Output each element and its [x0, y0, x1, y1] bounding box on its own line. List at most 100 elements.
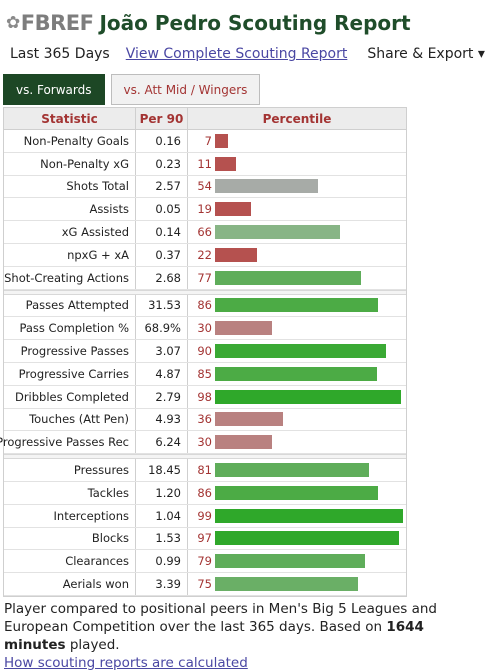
per90-value: 0.23 [136, 152, 188, 175]
percentile-number: 99 [197, 508, 212, 523]
percentile-cell: 7 [188, 130, 406, 152]
group-separator [4, 454, 406, 460]
table-row: Non-Penalty Goals 0.16 7 [4, 130, 406, 153]
footer-minutes: 1644 minutes [4, 619, 424, 653]
table-row: Pass Completion % 68.9% 30 [4, 317, 406, 341]
how-calculated-link[interactable]: How scouting reports are calculated [4, 655, 248, 671]
per90-value: 2.79 [136, 385, 188, 408]
scouting-table: Statistic Per 90 Percentile Non-Penalty … [0, 107, 407, 597]
stat-name: Progressive Carries [4, 362, 136, 385]
table-row: Progressive Carries 4.87 85 [4, 362, 406, 386]
per90-value: 68.9% [136, 317, 188, 340]
percentile-bar [215, 179, 318, 194]
percentile-bar [215, 344, 386, 359]
percentile-number: 81 [197, 463, 212, 478]
percentile-number: 86 [197, 485, 212, 500]
per90-value: 0.37 [136, 243, 188, 266]
percentile-number: 75 [197, 577, 212, 592]
percentile-cell: 19 [188, 198, 406, 220]
per90-value: 2.68 [136, 266, 188, 289]
stat-name: npxG + xA [4, 243, 136, 266]
percentile-number: 90 [197, 344, 212, 359]
table-row: Blocks 1.53 97 [4, 527, 406, 551]
table-row: Pressures 18.45 81 [4, 459, 406, 482]
per90-value: 0.05 [136, 198, 188, 221]
percentile-bar [215, 321, 272, 336]
stat-name: Assists [4, 198, 136, 221]
percentile-number: 7 [204, 133, 212, 148]
stat-name: Dribbles Completed [4, 385, 136, 408]
page-title: João Pedro Scouting Report [99, 11, 411, 35]
per90-value: 1.20 [136, 481, 188, 504]
stat-name: Passes Attempted [4, 294, 136, 317]
table-header: Statistic Per 90 Percentile [4, 108, 406, 130]
percentile-bar [215, 247, 257, 262]
group-separator [4, 289, 406, 295]
table-row: Progressive Passes 3.07 90 [4, 340, 406, 363]
percentile-number: 77 [197, 270, 212, 285]
table-row: xG Assisted 0.14 66 [4, 221, 406, 244]
stat-name: Shot-Creating Actions [4, 266, 136, 289]
fbref-logo[interactable]: ✿ FBREF [6, 11, 94, 35]
tab-vs-forwards[interactable]: vs. Forwards [3, 74, 105, 105]
table-body: Non-Penalty Goals 0.16 7 Non-Penalty xG 0.23… [0, 130, 406, 596]
stat-name: Shots Total [4, 175, 136, 198]
table-row: npxG + xA 0.37 22 [4, 243, 406, 267]
per90-value: 4.87 [136, 362, 188, 385]
percentile-cell: 86 [188, 295, 406, 317]
stat-name: Tackles [4, 481, 136, 504]
percentile-bar [215, 270, 362, 285]
logo-text: FBREF [20, 11, 94, 35]
percentile-cell: 90 [188, 340, 406, 362]
percentile-number: 22 [197, 247, 212, 262]
stat-name: Progressive Passes [4, 340, 136, 362]
stat-name: Pass Completion % [4, 317, 136, 340]
percentile-bar [215, 412, 284, 427]
percentile-bar [215, 366, 377, 381]
percentile-cell: 11 [188, 153, 406, 175]
header-per90[interactable]: Per 90 [136, 108, 188, 129]
percentile-cell: 30 [188, 317, 406, 339]
percentile-cell: 66 [188, 221, 406, 243]
percentile-bar [215, 225, 341, 240]
stat-name: Interceptions [4, 504, 136, 527]
percentile-bar [215, 508, 404, 523]
table-row: Clearances 0.99 79 [4, 550, 406, 574]
percentile-bar [215, 463, 369, 478]
percentile-cell: 99 [188, 505, 406, 527]
percentile-number: 86 [197, 298, 212, 313]
percentile-bar [215, 133, 229, 148]
per90-value: 31.53 [136, 294, 188, 317]
percentile-bar [215, 485, 379, 500]
percentile-number: 11 [197, 156, 212, 171]
table-row: Shots Total 2.57 54 [4, 175, 406, 199]
per90-value: 1.04 [136, 504, 188, 527]
header-percentile[interactable]: Percentile [262, 111, 332, 126]
report-subheader: Last 365 Days View Complete Scouting Rep… [10, 44, 485, 64]
tab-vs-att-mid-wingers[interactable]: vs. Att Mid / Wingers [110, 74, 261, 105]
percentile-number: 36 [197, 412, 212, 427]
header-statistic[interactable]: Statistic [4, 108, 136, 129]
percentile-cell: 85 [188, 363, 406, 385]
stat-name: Aerials won [4, 573, 136, 595]
percentile-bar [215, 554, 366, 569]
share-export-menu[interactable]: Share & Export ▾ [367, 46, 485, 62]
report-footer: Player compared to positional peers in M… [4, 600, 482, 672]
complete-report-link[interactable]: View Complete Scouting Report [125, 46, 348, 62]
percentile-number: 97 [197, 531, 212, 546]
stat-name: Non-Penalty xG [4, 152, 136, 175]
table-row: Passes Attempted 31.53 86 [4, 294, 406, 318]
percentile-cell: 30 [188, 431, 406, 453]
footer-text-before: Player compared to positional peers in M… [4, 601, 437, 635]
table-row: Non-Penalty xG 0.23 11 [4, 152, 406, 176]
footer-text-after: played. [65, 637, 120, 653]
per90-value: 6.24 [136, 431, 188, 454]
table-row: Shot-Creating Actions 2.68 77 [4, 266, 406, 290]
per90-value: 3.39 [136, 573, 188, 595]
stat-name: Non-Penalty Goals [4, 130, 136, 152]
period-label: Last 365 Days [10, 46, 110, 62]
per90-value: 4.93 [136, 408, 188, 431]
percentile-bar [215, 156, 236, 171]
percentile-cell: 75 [188, 573, 406, 595]
